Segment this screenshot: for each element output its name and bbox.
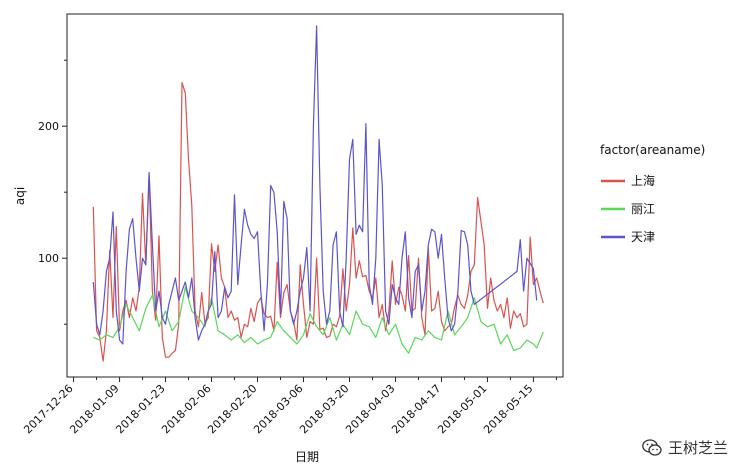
watermark-text: 王树芝兰 bbox=[667, 439, 728, 457]
series-line-2 bbox=[92, 25, 538, 345]
series-line-0 bbox=[92, 81, 544, 362]
legend-label-0: 上海 bbox=[631, 173, 655, 188]
x-tick-label: 2018-05-15 bbox=[481, 382, 535, 436]
legend-label-2: 天津 bbox=[631, 230, 655, 244]
legend-label-1: 丽江 bbox=[631, 202, 655, 216]
wechat-icon bbox=[642, 438, 662, 456]
x-axis-title: 日期 bbox=[295, 450, 319, 464]
series-line-1 bbox=[93, 286, 544, 354]
y-axis-title: aqi bbox=[13, 187, 27, 205]
watermark: 王树芝兰 bbox=[642, 437, 728, 458]
plot-frame bbox=[66, 13, 564, 378]
y-tick-label: 100 bbox=[38, 252, 59, 265]
series-layer bbox=[92, 25, 544, 362]
y-tick-label: 200 bbox=[38, 120, 59, 133]
legend-title: factor(areaname) bbox=[600, 143, 705, 157]
